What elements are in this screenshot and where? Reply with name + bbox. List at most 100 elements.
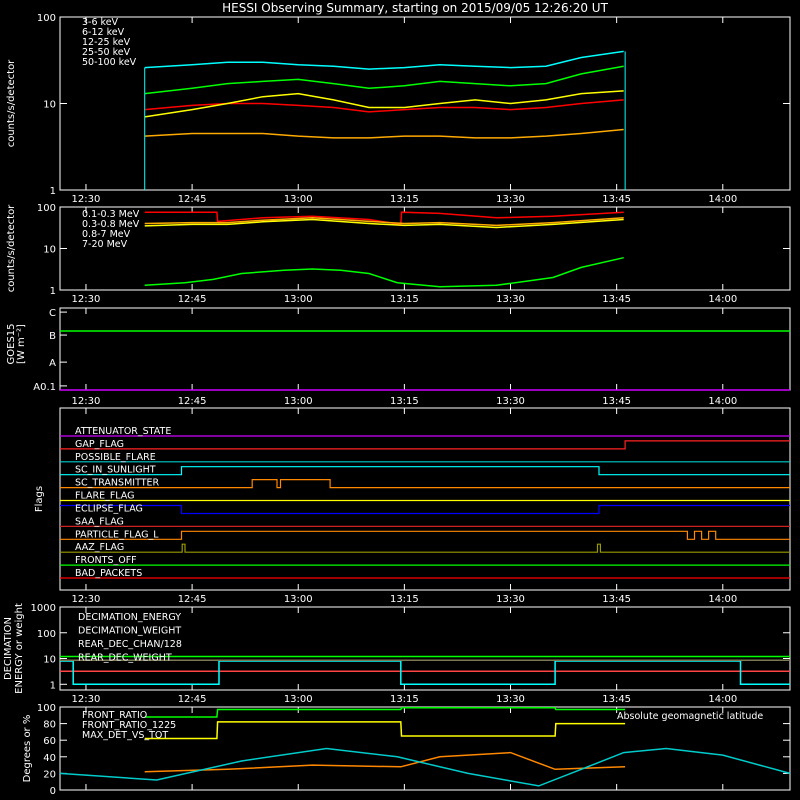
x-tick-label: 13:15 [390, 194, 419, 205]
x-tick-label: 13:00 [284, 294, 313, 305]
flag-label-eclipse-flag: ECLIPSE_FLAG [75, 503, 143, 514]
y-tick-label: 100 [37, 629, 56, 640]
y-axis-label: DECIMATION [3, 617, 14, 680]
x-tick-label: 13:45 [602, 594, 631, 605]
y-tick-label: 1 [50, 680, 56, 691]
x-tick-label: 13:15 [390, 594, 419, 605]
x-tick-label: 13:30 [496, 294, 525, 305]
x-tick-label: 12:45 [178, 294, 207, 305]
x-tick-label: 12:45 [178, 194, 207, 205]
x-tick-label: 13:00 [284, 594, 313, 605]
panel-high-energy: 12:30 12:45 13:00 13:15 13:30 13:45 14:00 1 10 10… [6, 203, 791, 305]
y-tick-label: 1 [50, 186, 56, 197]
legend-front-ratio: FRONT_RATIO [82, 710, 147, 721]
y-tick-label: 10 [43, 655, 56, 666]
flag-label-particle-flag-l: PARTICLE_FLAG_L [75, 529, 159, 540]
y-tick-label: B [49, 331, 56, 342]
x-tick-label: 14:00 [708, 294, 737, 305]
legend-0-8-7-mev: 0.8-7 MeV [82, 229, 131, 240]
x-tick-label: 13:00 [284, 194, 313, 205]
series-rear-dec-chan-128 [60, 660, 790, 686]
x-tick-label: 13:45 [602, 194, 631, 205]
x-tick-label: 13:45 [602, 294, 631, 305]
flag-label-attenuator-state: ATTENUATOR_STATE [75, 426, 171, 437]
flag-label-aaz-flag: AAZ_FLAG [75, 542, 124, 553]
flag-line-eclipse-flag [60, 504, 790, 515]
legend-25-50-kev: 25-50 keV [82, 47, 131, 58]
y-tick-label: 1000 [31, 603, 56, 614]
x-tick-label: 14:00 [708, 694, 737, 705]
y-tick-label: 0 [50, 786, 56, 797]
panel-frame [59, 307, 791, 391]
legend-6-12-kev: 6-12 keV [82, 27, 125, 38]
flag-line-sc-transmitter [60, 479, 790, 489]
panel-low-energy: 12:30 12:45 13:00 13:15 13:30 13:45 14:00 1 10 10… [6, 13, 791, 205]
flag-line-particle-flag-l [60, 530, 790, 540]
flag-label-bad-packets: BAD_PACKETS [75, 568, 142, 579]
x-tick-label: 13:30 [496, 594, 525, 605]
x-tick-label: 13:45 [602, 694, 631, 705]
annotation-geomagnetic-latitude: Absolute geomagnetic latitude [617, 711, 763, 722]
x-tick-label: 13:30 [496, 194, 525, 205]
flag-line-gap-flag [60, 440, 790, 450]
panel-frame [59, 706, 791, 791]
series-6-12-kev [144, 128, 624, 139]
x-tick-label: 14:00 [708, 594, 737, 605]
legend-decimation-energy: DECIMATION_ENERGY [78, 612, 181, 623]
y-tick-label: 100 [37, 203, 56, 214]
x-tick-label: 13:00 [284, 694, 313, 705]
y-tick-label: C [49, 308, 56, 319]
legend-0-3-0-8-mev: 0.3-0.8 MeV [82, 219, 140, 230]
x-tick-label: 12:45 [178, 396, 207, 407]
legend-50-100-kev: 50-100 keV [82, 57, 137, 68]
panel-decimation: 12:30 12:45 13:00 13:15 13:30 13:45 14:00 1 10 10… [3, 603, 791, 705]
y-tick-label: 100 [37, 13, 56, 24]
y-axis-label: counts/s/detector [6, 59, 17, 147]
series-7-20-mev [144, 256, 624, 288]
x-tick-label: 12:30 [72, 294, 101, 305]
panel-frame [59, 16, 791, 191]
flag-label-flare-flag: FLARE_FLAG [75, 491, 135, 502]
series-0-3-0-8-mev [144, 217, 624, 227]
y-tick-label: 1 [50, 286, 56, 297]
panel-frame [59, 407, 791, 591]
y-axis-units: [W m⁻²] [16, 324, 27, 364]
panel-ratios: 0 20 40 60 80 100 FRONT_RATIOFRONT_RATIO_1225M… [22, 703, 791, 797]
x-tick-label: 12:30 [72, 694, 101, 705]
series-25-50-kev [144, 65, 624, 95]
y-axis-label: GOES15 [6, 323, 17, 364]
panels: 12:30 12:45 13:00 13:15 13:30 13:45 14:0011010… [3, 13, 791, 797]
flag-label-sc-in-sunlight: SC_IN_SUNLIGHT [75, 465, 156, 476]
series-12-25-kev [144, 90, 624, 118]
x-tick-label: 14:00 [708, 194, 737, 205]
x-tick-label: 13:30 [496, 694, 525, 705]
flag-line-sc-in-sunlight [60, 466, 790, 476]
flag-label-gap-flag: GAP_FLAG [75, 439, 124, 450]
chart-title: HESSI Observing Summary, starting on 201… [222, 1, 608, 15]
flag-label-possible-flare: POSSIBLE_FLARE [75, 452, 156, 463]
flag-label-saa-flag: SAA_FLAG [75, 516, 124, 527]
flag-line-aaz-flag [60, 543, 790, 553]
series-3-6-kev [144, 99, 624, 113]
x-tick-label: 13:15 [390, 294, 419, 305]
x-tick-label: 12:30 [72, 594, 101, 605]
y-tick-label: 60 [43, 736, 56, 747]
x-tick-label: 12:45 [178, 694, 207, 705]
y-tick-label: 10 [43, 245, 56, 256]
x-tick-label: 13:45 [602, 396, 631, 407]
y-tick-label: A0.1 [33, 382, 56, 393]
y-axis-label: Degrees or % [22, 715, 33, 783]
series-absolute-geomagnetic-latitude [59, 747, 791, 787]
y-axis-label: counts/s/detector [6, 204, 17, 292]
y-tick-label: A [49, 358, 56, 369]
y-tick-label: 20 [43, 769, 56, 780]
x-tick-label: 13:15 [390, 396, 419, 407]
series-front-ratio [144, 707, 626, 718]
panel-frame [59, 206, 791, 291]
x-tick-label: 12:45 [178, 594, 207, 605]
y-axis-label-2: ENERGY or weight [14, 603, 25, 694]
flag-label-sc-transmitter: SC_TRANSMITTER [75, 478, 160, 489]
legend-decimation-weight: DECIMATION_WEIGHT [78, 626, 181, 637]
legend-7-20-mev: 7-20 MeV [82, 239, 128, 250]
